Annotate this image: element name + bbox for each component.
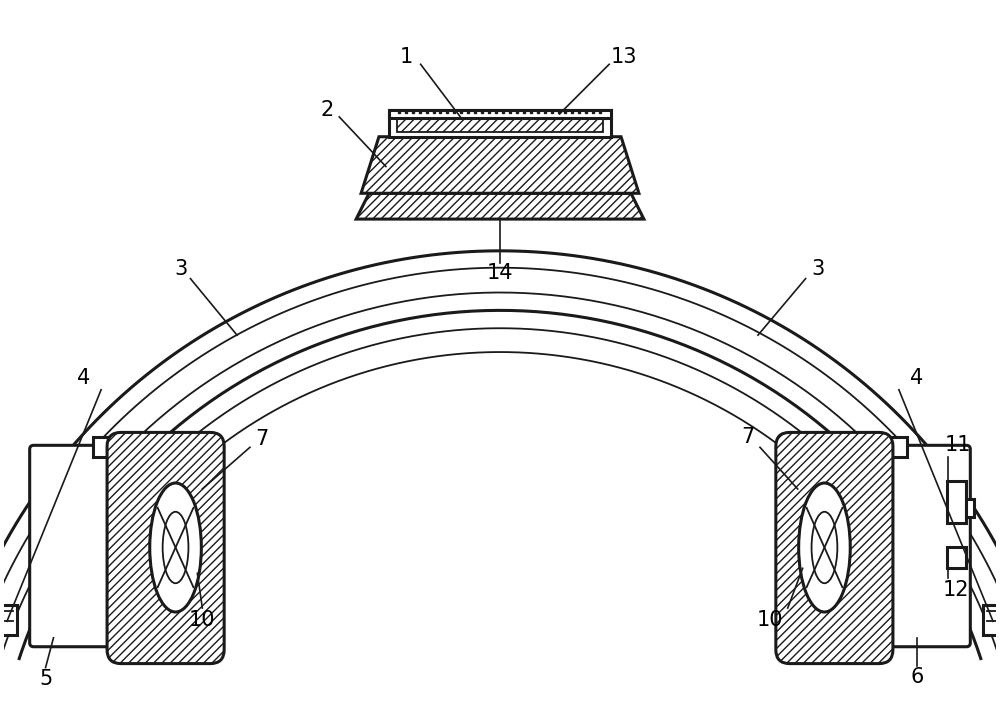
FancyBboxPatch shape xyxy=(776,433,893,664)
Ellipse shape xyxy=(150,483,201,612)
FancyBboxPatch shape xyxy=(875,445,970,647)
Text: 10: 10 xyxy=(189,610,216,630)
Polygon shape xyxy=(356,193,644,219)
Ellipse shape xyxy=(799,483,850,612)
Bar xyxy=(879,438,907,457)
Text: 5: 5 xyxy=(39,669,52,689)
Text: 11: 11 xyxy=(945,435,972,455)
Text: 1: 1 xyxy=(400,47,413,67)
Polygon shape xyxy=(983,606,1000,635)
Text: 4: 4 xyxy=(910,368,923,388)
Text: 7: 7 xyxy=(255,430,268,449)
Text: 4: 4 xyxy=(77,368,90,388)
Bar xyxy=(93,438,121,457)
FancyBboxPatch shape xyxy=(107,433,224,664)
Text: 10: 10 xyxy=(757,610,783,630)
Polygon shape xyxy=(0,606,17,635)
Text: 7: 7 xyxy=(741,428,755,448)
FancyBboxPatch shape xyxy=(30,445,125,647)
Text: 3: 3 xyxy=(811,259,824,279)
Text: 12: 12 xyxy=(943,580,970,600)
Bar xyxy=(966,499,974,517)
Bar xyxy=(397,115,603,132)
Polygon shape xyxy=(361,137,639,193)
Text: 3: 3 xyxy=(174,259,187,279)
Bar xyxy=(389,110,611,137)
Bar xyxy=(389,110,611,118)
Text: 14: 14 xyxy=(487,262,513,282)
Text: 6: 6 xyxy=(910,668,923,688)
Bar xyxy=(947,546,966,568)
Text: 2: 2 xyxy=(321,100,334,120)
Text: 13: 13 xyxy=(611,47,637,67)
Bar xyxy=(947,481,966,523)
